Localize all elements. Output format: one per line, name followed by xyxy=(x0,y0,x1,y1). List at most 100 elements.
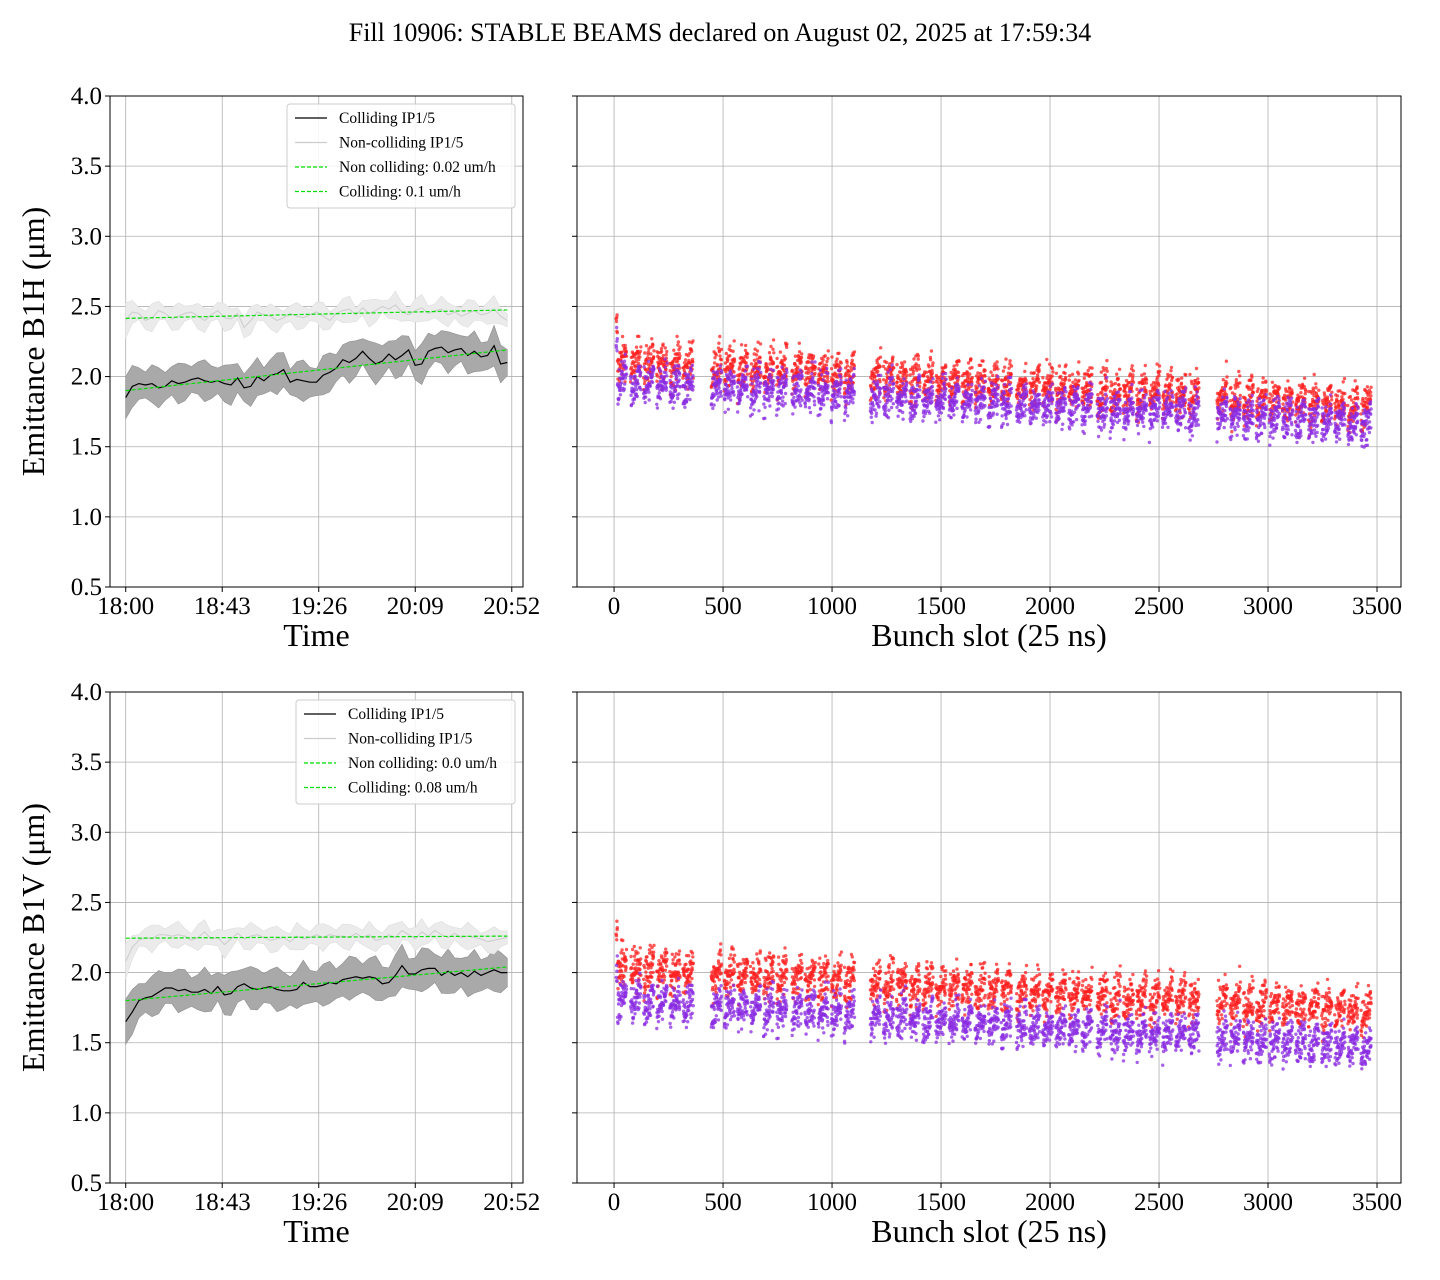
b1h-bunch-point xyxy=(848,399,853,403)
b1h-bunch-point xyxy=(1143,363,1148,368)
b1h-bunch-point xyxy=(1016,387,1021,391)
b1h-bunch-point xyxy=(878,355,883,359)
b1h-bunch-point xyxy=(779,388,783,392)
b1h-bunch-point xyxy=(1289,399,1293,404)
b1h-bunch-point xyxy=(1023,369,1027,374)
b1h-bunch-point xyxy=(810,372,814,376)
b1h-bunch-point xyxy=(1073,378,1078,382)
b1h-bunch-point xyxy=(784,368,789,372)
b1h-bunch-point xyxy=(908,389,912,393)
b1h-bunch-point xyxy=(1258,423,1262,428)
b1h-bunch-point xyxy=(948,403,953,407)
b1h-bunch-point xyxy=(1009,372,1013,377)
b1h-bunch-point xyxy=(952,364,956,368)
b1h-bunch-point xyxy=(1104,409,1108,414)
b1h-bunch-point xyxy=(1034,416,1039,420)
b1h-bunch-point xyxy=(1082,431,1087,436)
b1h-bunch-point xyxy=(1064,402,1068,407)
b1h-bunch-point xyxy=(672,381,676,385)
b1h-bunch-point xyxy=(878,391,882,395)
b1h-bunch-point xyxy=(1369,390,1373,394)
b1h-bunch-point xyxy=(1350,398,1354,402)
b1h-bunch-point xyxy=(928,411,932,415)
b1h-bunch-point xyxy=(1355,391,1360,396)
b1h-bunch-point xyxy=(1294,420,1298,424)
b1h-bunch-point xyxy=(842,418,847,423)
b1h-time-legend-label: Colliding: 0.1 um/h xyxy=(339,184,461,201)
b1h-bunch-point xyxy=(909,419,913,424)
b1h-bunch-point xyxy=(824,363,829,367)
b1h-bunch-point xyxy=(968,372,972,376)
b1h-bunch-point xyxy=(1304,389,1308,393)
b1h-bunch-point xyxy=(930,384,934,389)
b1h-bunch-point xyxy=(1135,423,1140,428)
b1h-bunch-point xyxy=(1021,392,1025,396)
b1h-bunch-point xyxy=(813,360,817,364)
b1h-bunch-point xyxy=(636,382,640,386)
b1h-bunch-point xyxy=(1288,417,1292,421)
b1h-bunch-point xyxy=(878,364,882,369)
b1h-time-ylabel: Emittance B1H (μm) xyxy=(15,207,51,477)
b1h-bunch-point xyxy=(1286,379,1290,383)
b1h-bunch-point xyxy=(831,384,835,389)
b1h-bunch-point xyxy=(1262,398,1266,402)
b1h-bunch-point xyxy=(745,364,750,368)
b1h-bunch-point xyxy=(719,378,723,382)
b1h-bunch-point xyxy=(644,395,648,399)
b1h-bunch-point xyxy=(1001,422,1005,426)
b1h-bunch-point xyxy=(1108,389,1113,393)
b1h-bunch-point xyxy=(1170,405,1175,410)
b1h-bunch-point xyxy=(922,414,926,419)
b1h-bunch-point xyxy=(1289,396,1294,400)
b1h-bunch-point xyxy=(1096,393,1100,397)
b1h-bunch-point xyxy=(1197,380,1201,385)
b1h-bunch-point xyxy=(1283,416,1288,421)
b1h-bunch-point xyxy=(691,385,695,389)
b1h-bunch-point xyxy=(1023,414,1027,418)
b1h-bunch-point xyxy=(1044,420,1048,424)
b1h-bunch-point xyxy=(869,415,873,419)
b1h-bunch-point xyxy=(664,370,668,375)
b1h-time-xtick-label: 20:52 xyxy=(483,593,540,620)
b1h-bunch-point xyxy=(1263,413,1268,417)
b1h-bunch-point xyxy=(1297,383,1302,387)
b1h-bunch-point xyxy=(1118,411,1122,416)
b1h-bunch-point xyxy=(953,392,958,396)
b1h-bunch-point xyxy=(719,358,723,362)
b1h-bunch-point xyxy=(994,388,998,392)
b1h-bunch-point xyxy=(1068,427,1072,431)
b1h-bunch-point xyxy=(1157,373,1161,378)
b1h-bunch-point xyxy=(1072,410,1077,414)
b1h-bunch-point xyxy=(1080,423,1084,427)
b1h-bunch-point xyxy=(975,386,979,390)
b1h-bunch-point xyxy=(1105,406,1109,410)
b1h-bunch-point xyxy=(746,395,750,399)
b1h-bunch-point xyxy=(1233,392,1237,396)
b1h-bunch-point xyxy=(826,371,830,376)
b1h-bunch-point xyxy=(1178,409,1182,413)
b1h-bunch-point xyxy=(756,375,761,379)
b1h-bunch-point xyxy=(1236,424,1240,428)
b1h-bunch-point xyxy=(850,358,854,362)
b1h-bunch-point xyxy=(1255,389,1260,394)
b1h-bunch-point xyxy=(943,389,947,394)
b1h-bunch-point xyxy=(765,382,769,386)
b1h-bunch-point xyxy=(983,403,987,408)
b1h-bunch-point xyxy=(965,415,969,419)
b1h-bunch-point xyxy=(964,400,968,404)
b1h-bunch-point xyxy=(995,403,1000,407)
b1h-bunch-point xyxy=(1096,434,1101,439)
b1h-bunch-point xyxy=(1233,428,1237,432)
b1h-bunch-point xyxy=(1191,394,1196,398)
b1h-bunch-point xyxy=(818,413,822,417)
b1h-bunch-point xyxy=(1220,407,1225,411)
b1h-bunch-point xyxy=(1264,407,1269,411)
b1h-bunch-point xyxy=(1050,382,1054,386)
b1h-bunch-point xyxy=(1317,388,1321,392)
b1h-time-ytick-label: 2.0 xyxy=(71,364,102,391)
b1h-bunch-point xyxy=(771,368,776,372)
b1h-bunch-point xyxy=(1136,432,1141,436)
b1h-bunch-point xyxy=(1009,386,1014,391)
b1h-bunch-point xyxy=(1025,389,1029,393)
b1h-bunch-point xyxy=(648,384,652,388)
